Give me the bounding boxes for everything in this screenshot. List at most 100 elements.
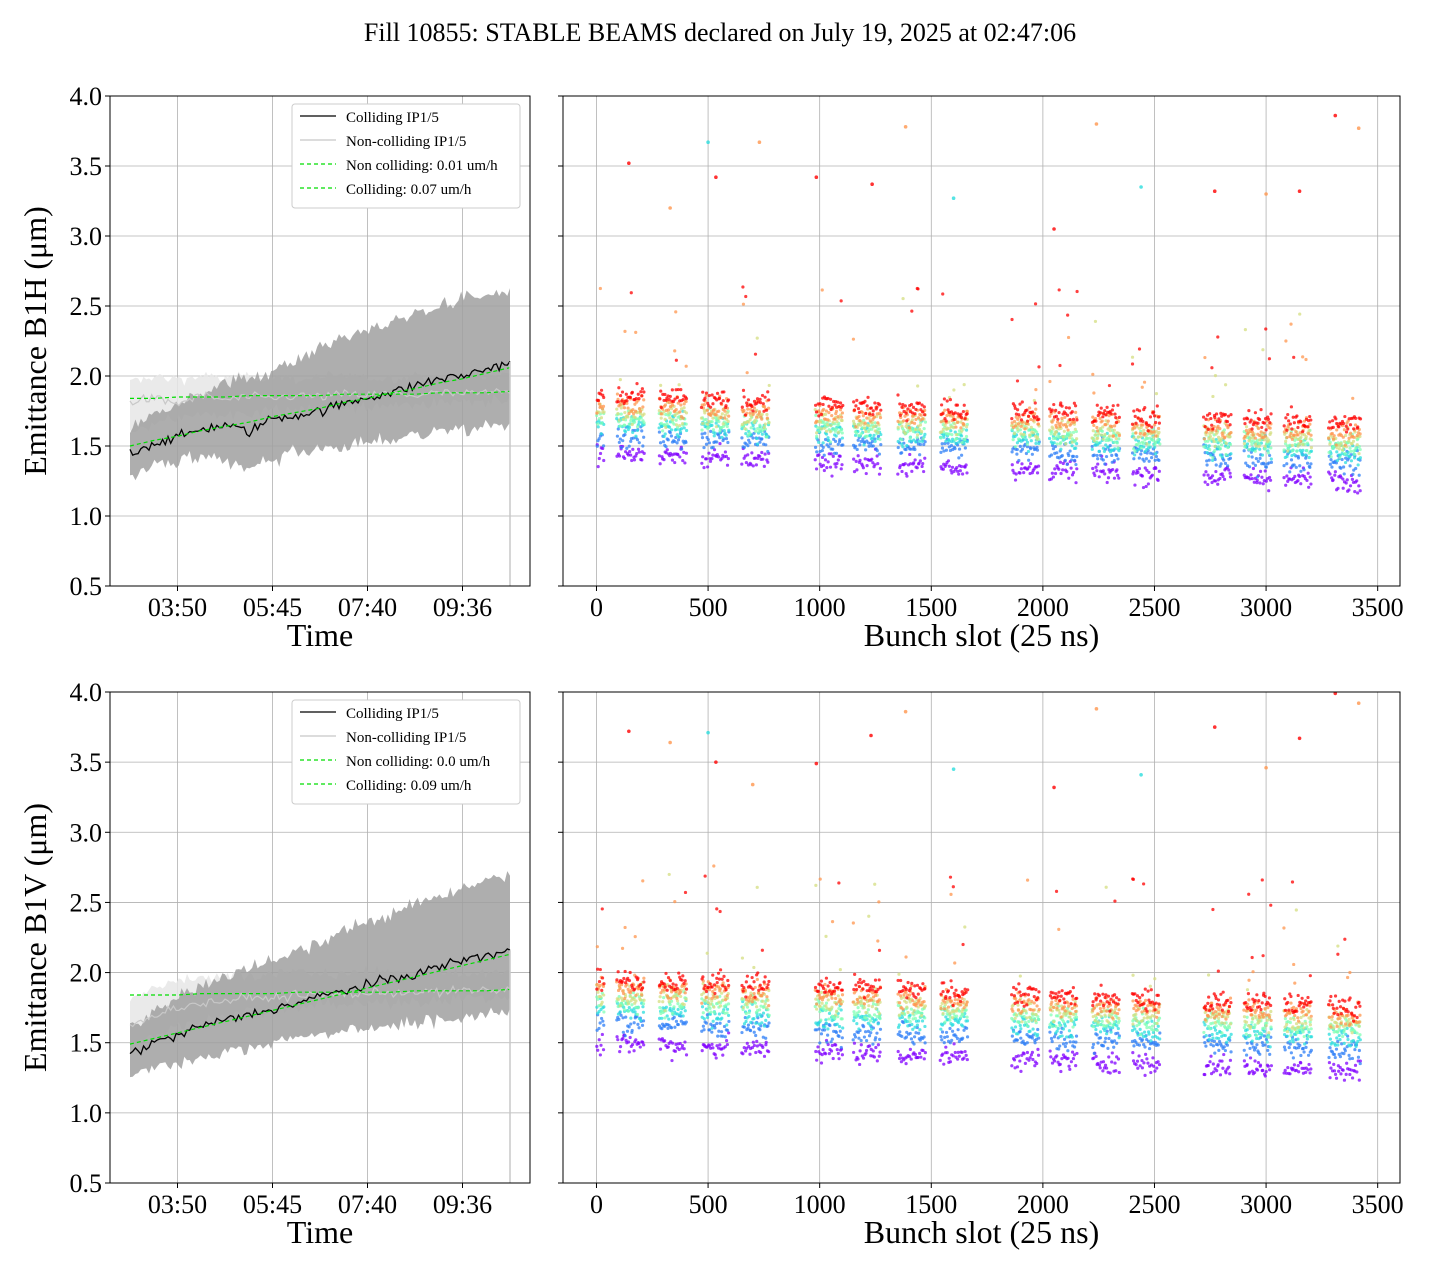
- scatter-point: [962, 422, 966, 427]
- scatter-point: [948, 413, 953, 417]
- scatter-point: [957, 1054, 961, 1058]
- scatter-point: [702, 1028, 706, 1032]
- scatter-point: [1141, 423, 1145, 427]
- scatter-point: [1051, 475, 1056, 479]
- scatter-point: [758, 401, 763, 405]
- scatter-point: [1096, 462, 1100, 466]
- scatter-point: [766, 406, 771, 410]
- scatter-point: [1214, 429, 1218, 433]
- scatter-point: [748, 417, 752, 422]
- scatter-point: [601, 1019, 605, 1023]
- scatter-point: [1050, 471, 1054, 475]
- scatter-point: [1035, 430, 1039, 434]
- scatter-point: [831, 420, 835, 424]
- scatter-point: [1334, 461, 1339, 465]
- scatter-point: [1025, 442, 1029, 446]
- scatter-point: [704, 442, 709, 446]
- scatter-point: [700, 432, 704, 436]
- scatter-point: [1051, 418, 1055, 422]
- scatter-point: [834, 1013, 838, 1017]
- scatter-point-tail: [1010, 317, 1014, 322]
- scatter-point: [682, 1047, 686, 1051]
- scatter-point: [1304, 1070, 1308, 1074]
- scatter-point: [865, 464, 869, 468]
- scatter-point: [1268, 478, 1273, 482]
- scatter-point: [941, 411, 945, 416]
- scatter-point: [821, 407, 826, 412]
- scatter-point: [1036, 1033, 1040, 1037]
- scatter-point: [1287, 1027, 1291, 1031]
- scatter-point: [957, 447, 962, 451]
- scatter-point: [1218, 1073, 1223, 1077]
- scatter-point: [859, 432, 863, 436]
- scatter-point: [1203, 425, 1207, 429]
- scatter-point: [1101, 1069, 1105, 1073]
- scatter-point: [1067, 433, 1071, 437]
- scatter-point: [602, 1023, 606, 1027]
- scatter-point: [815, 1058, 819, 1062]
- scatter-point: [876, 462, 880, 466]
- scatter-point: [823, 1052, 828, 1056]
- scatter-point: [815, 431, 819, 435]
- scatter-point: [920, 403, 924, 407]
- scatter-point: [1295, 1030, 1300, 1034]
- scatter-point: [901, 445, 905, 449]
- scatter-point: [839, 415, 844, 419]
- scatter-point: [1291, 1056, 1295, 1060]
- scatter-point: [1328, 420, 1332, 424]
- scatter-point: [852, 408, 856, 412]
- scatter-point: [1302, 419, 1307, 423]
- scatter-point: [953, 430, 957, 434]
- x-tick-label: 07:40: [338, 1190, 397, 1219]
- scatter-point: [1336, 1030, 1340, 1034]
- scatter-point: [827, 1017, 831, 1021]
- scatter-point: [750, 451, 754, 455]
- scatter-point: [1269, 1025, 1273, 1029]
- scatter-point: [1242, 1048, 1246, 1052]
- scatter-point: [625, 999, 630, 1003]
- scatter-point: [1214, 1024, 1218, 1028]
- scatter-point: [1018, 428, 1022, 432]
- scatter-point: [954, 425, 958, 429]
- scatter-point: [624, 392, 628, 396]
- scatter-point: [745, 401, 749, 405]
- scatter-point: [673, 1049, 678, 1053]
- scatter-point: [627, 1025, 631, 1029]
- scatter-point: [634, 397, 638, 401]
- scatter-point: [914, 440, 918, 444]
- scatter-point: [1113, 1061, 1117, 1065]
- scatter-point: [1250, 455, 1254, 459]
- scatter-point: [1109, 438, 1114, 442]
- scatter-point: [1071, 1025, 1075, 1029]
- scatter-point: [711, 402, 715, 406]
- scatter-point: [1266, 1035, 1271, 1039]
- scatter-point: [857, 433, 861, 438]
- scatter-point: [1151, 435, 1156, 439]
- x-tick-label: 2000: [1017, 593, 1069, 622]
- scatter-point: [1149, 451, 1153, 455]
- scatter-point: [1257, 1037, 1261, 1041]
- scatter-point: [618, 1050, 622, 1054]
- scatter-point: [1355, 1070, 1359, 1074]
- scatter-point: [642, 1043, 646, 1047]
- scatter-point: [1053, 471, 1058, 476]
- scatter-point: [1334, 443, 1338, 447]
- scatter-point: [1013, 445, 1017, 449]
- scatter-point: [1299, 469, 1303, 473]
- scatter-point: [900, 451, 904, 455]
- scatter-point: [1111, 434, 1115, 438]
- scatter-point: [1109, 1030, 1113, 1034]
- scatter-point: [1071, 470, 1076, 475]
- scatter-point: [1245, 442, 1250, 446]
- scatter-point: [957, 432, 961, 436]
- scatter-point: [857, 414, 861, 419]
- scatter-point: [864, 448, 868, 452]
- scatter-point: [616, 412, 620, 416]
- scatter-point: [1153, 458, 1157, 462]
- scatter-point: [951, 1054, 955, 1058]
- scatter-point: [1138, 1033, 1143, 1037]
- legend-box: [291, 699, 521, 805]
- scatter-point: [1258, 1031, 1262, 1035]
- scatter-point: [912, 1042, 916, 1046]
- scatter-point: [1253, 411, 1258, 415]
